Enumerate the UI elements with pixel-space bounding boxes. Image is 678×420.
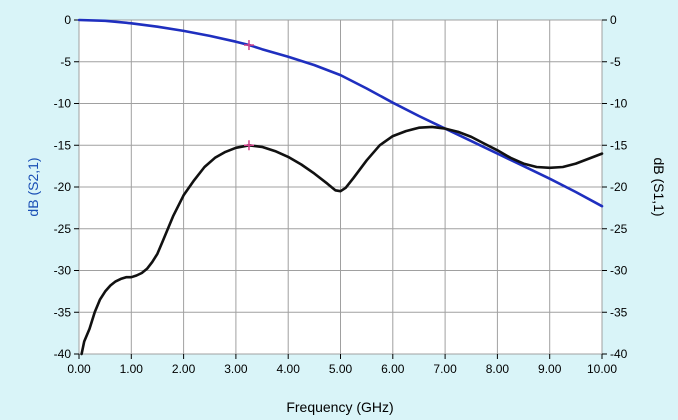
y-tick-label-left: -5	[60, 55, 71, 69]
y-tick-label-left: -10	[54, 97, 72, 111]
y-tick-label-right: -30	[610, 264, 628, 278]
x-tick-label: 3.00	[224, 362, 248, 376]
y-tick-label-left: -25	[54, 222, 72, 236]
x-tick-label: 4.00	[277, 362, 301, 376]
y-axis-right-label: dB (S1,1)	[651, 157, 667, 216]
x-axis-label: Frequency (GHz)	[286, 399, 393, 415]
y-tick-label-left: -20	[54, 180, 72, 194]
x-tick-label: 10.00	[587, 362, 617, 376]
y-axis-left-label: dB (S2,1)	[25, 157, 41, 216]
y-tick-label-right: -10	[610, 97, 628, 111]
x-tick-label: 9.00	[538, 362, 562, 376]
x-tick-label: 8.00	[486, 362, 510, 376]
x-tick-label: 1.00	[120, 362, 144, 376]
s21-line	[77, 18, 604, 208]
y-tick-label-right: 0	[610, 13, 617, 27]
y-tick-label-right: -5	[610, 55, 621, 69]
x-tick-label: 5.00	[329, 362, 353, 376]
y-tick-label-left: 0	[64, 13, 71, 27]
y-tick-label-left: -30	[54, 264, 72, 278]
marker-crosshair	[243, 40, 254, 51]
y-tick-label-right: -25	[610, 222, 628, 236]
x-tick-label: 6.00	[381, 362, 405, 376]
y-tick-label-right: -35	[610, 305, 628, 319]
y-tick-label-left: -35	[54, 305, 72, 319]
y-tick-label-right: -40	[610, 347, 628, 361]
x-tick-label: 7.00	[433, 362, 457, 376]
x-tick-label: 0.00	[67, 362, 91, 376]
x-tick-label: 2.00	[172, 362, 196, 376]
s11-line	[80, 125, 604, 356]
y-tick-label-right: -15	[610, 138, 628, 152]
ticks: 0.00 1.00 2.00 3.00 4.00 5.00 6.00 7.00 8.00 9.00…	[54, 13, 628, 376]
y-tick-label-right: -20	[610, 180, 628, 194]
y-tick-label-left: -40	[54, 347, 72, 361]
marker-crosshair	[243, 140, 254, 151]
y-tick-label-left: -15	[54, 138, 72, 152]
markers	[243, 40, 254, 151]
series-layer	[77, 18, 604, 356]
